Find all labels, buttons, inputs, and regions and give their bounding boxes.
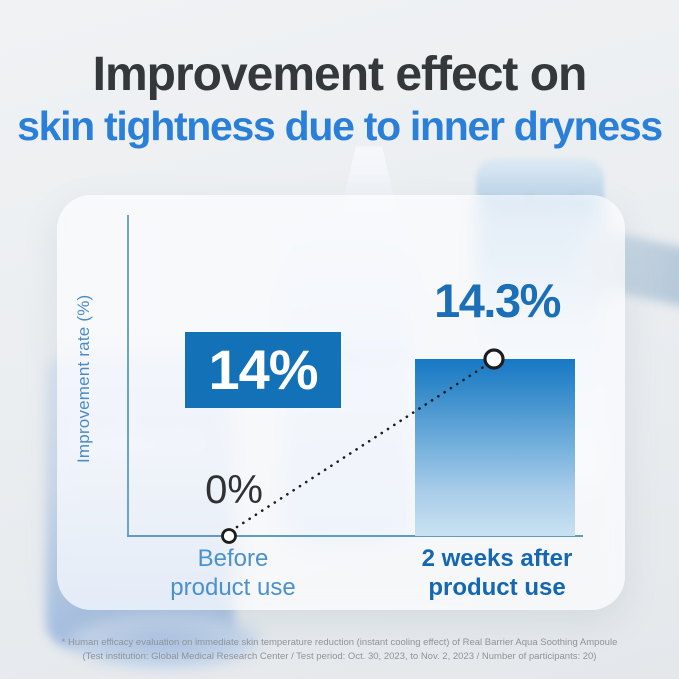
bar-value-label: 14.3% [434,274,561,327]
baseline-value-label: 0% [205,468,263,512]
headline-line2: skin tightness due to inner dryness [17,103,663,149]
headline: Improvement effect on skin tightness due… [0,46,679,150]
callout-value: 14% [208,338,318,401]
x-label-after: 2 weeks after product use [397,544,597,602]
chart-card: Improvement rate (%) 14% 14.3% 0% Before… [57,195,625,610]
x-label-after-line1: 2 weeks after [421,545,573,572]
y-axis-label: Improvement rate (%) [74,294,93,464]
blurred-bottle-base-shadow [64,612,264,670]
headline-line1: Improvement effect on [92,48,588,101]
footnote-line1: * Human efficacy evaluation on immediate… [61,637,618,648]
callout-14-percent: 14% [185,332,341,408]
x-label-before: Before product use [133,544,333,602]
x-axis-line [127,535,583,537]
x-label-before-line1: Before [197,545,269,572]
footnote: * Human efficacy evaluation on immediate… [0,636,679,663]
x-label-before-line2: product use [170,574,296,601]
bar-2-weeks-after [415,359,575,536]
y-axis-line [127,215,129,537]
footnote-line2: (Test institution: Global Medical Resear… [82,650,597,662]
x-label-after-line2: product use [428,574,566,601]
